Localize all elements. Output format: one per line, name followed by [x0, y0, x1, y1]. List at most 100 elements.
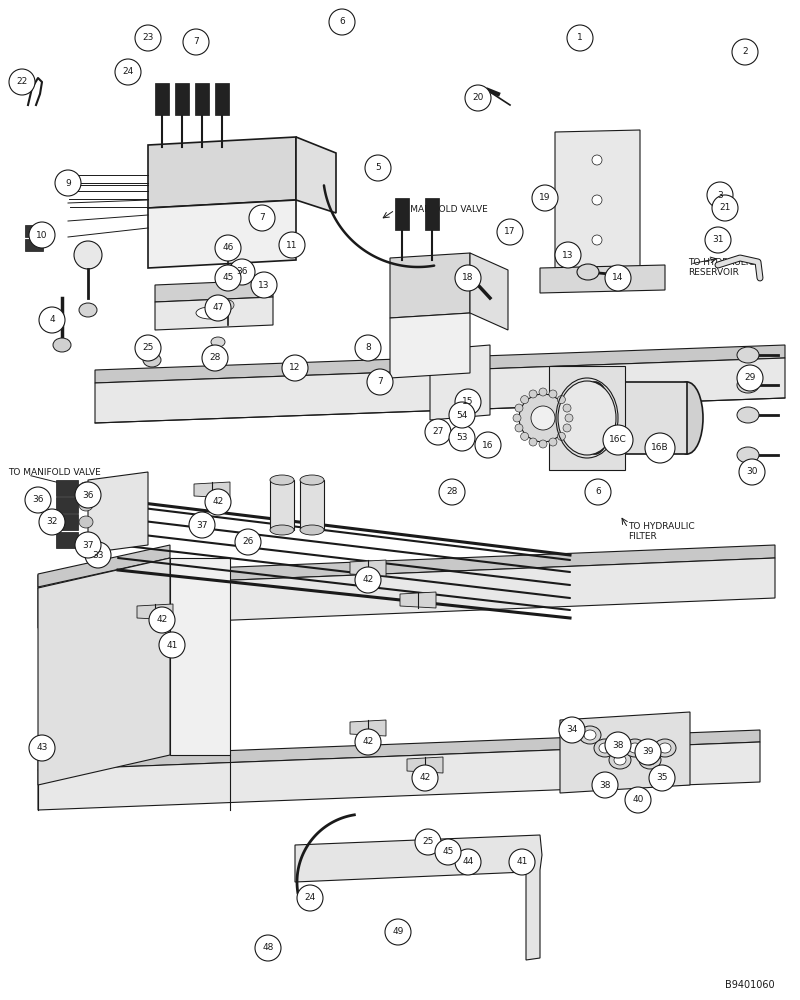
Circle shape — [355, 335, 381, 361]
Text: 15: 15 — [462, 397, 474, 406]
Circle shape — [559, 717, 585, 743]
Text: 49: 49 — [392, 928, 404, 936]
Text: 31: 31 — [712, 235, 724, 244]
Text: 9: 9 — [65, 178, 71, 188]
Circle shape — [39, 509, 65, 535]
Text: 35: 35 — [656, 774, 668, 782]
Polygon shape — [390, 253, 470, 318]
Ellipse shape — [644, 755, 656, 765]
Polygon shape — [540, 265, 665, 293]
Text: 25: 25 — [422, 838, 434, 846]
Ellipse shape — [53, 338, 71, 352]
Text: 48: 48 — [262, 944, 274, 952]
Circle shape — [521, 432, 529, 440]
Circle shape — [355, 729, 381, 755]
Circle shape — [732, 39, 758, 65]
Text: 38: 38 — [612, 740, 624, 750]
Circle shape — [603, 425, 633, 455]
Circle shape — [649, 765, 675, 791]
Circle shape — [449, 425, 475, 451]
Circle shape — [558, 432, 566, 440]
Polygon shape — [430, 345, 490, 420]
Ellipse shape — [659, 743, 671, 753]
Ellipse shape — [79, 482, 93, 494]
Ellipse shape — [222, 265, 234, 275]
Text: 12: 12 — [290, 363, 301, 372]
Text: 21: 21 — [719, 204, 730, 213]
Circle shape — [585, 479, 611, 505]
Circle shape — [558, 396, 566, 404]
Text: 37: 37 — [82, 540, 94, 550]
Circle shape — [39, 307, 65, 333]
Text: 7: 7 — [259, 214, 265, 223]
Circle shape — [115, 59, 141, 85]
Text: 33: 33 — [92, 550, 104, 560]
Bar — [56, 497, 78, 513]
Circle shape — [465, 85, 491, 111]
Circle shape — [355, 567, 381, 593]
Text: 28: 28 — [210, 354, 221, 362]
Circle shape — [513, 414, 521, 422]
Ellipse shape — [737, 347, 759, 363]
Bar — [300, 480, 324, 530]
Text: 10: 10 — [36, 231, 48, 239]
Text: 16C: 16C — [609, 436, 627, 444]
Ellipse shape — [584, 730, 596, 740]
Circle shape — [529, 390, 537, 398]
Circle shape — [25, 487, 51, 513]
Circle shape — [705, 227, 731, 253]
Polygon shape — [407, 757, 443, 773]
Text: TO MANIFOLD VALVE: TO MANIFOLD VALVE — [395, 205, 488, 214]
Text: TO MANIFOLD VALVE: TO MANIFOLD VALVE — [8, 468, 101, 477]
Circle shape — [529, 438, 537, 446]
Ellipse shape — [639, 751, 661, 769]
Polygon shape — [350, 720, 386, 736]
Circle shape — [235, 529, 261, 555]
Polygon shape — [400, 592, 436, 608]
Circle shape — [563, 424, 571, 432]
Circle shape — [205, 295, 231, 321]
Text: 34: 34 — [566, 726, 578, 734]
Circle shape — [712, 195, 738, 221]
Polygon shape — [549, 366, 625, 470]
Ellipse shape — [79, 534, 93, 546]
Polygon shape — [38, 545, 775, 588]
Circle shape — [75, 482, 101, 508]
Circle shape — [385, 919, 411, 945]
Circle shape — [149, 607, 175, 633]
Text: 14: 14 — [612, 273, 624, 282]
Ellipse shape — [143, 353, 161, 367]
Text: 39: 39 — [642, 748, 654, 756]
Circle shape — [532, 185, 558, 211]
Text: 2: 2 — [742, 47, 748, 56]
Text: 26: 26 — [242, 538, 254, 546]
Polygon shape — [390, 313, 470, 378]
Circle shape — [605, 732, 631, 758]
Text: 24: 24 — [304, 894, 316, 902]
Ellipse shape — [599, 743, 611, 753]
Ellipse shape — [592, 195, 602, 205]
Ellipse shape — [270, 475, 294, 485]
Circle shape — [737, 365, 763, 391]
Bar — [25, 239, 43, 251]
Bar — [395, 198, 409, 230]
Ellipse shape — [270, 525, 294, 535]
Circle shape — [55, 170, 81, 196]
Circle shape — [449, 402, 475, 428]
Circle shape — [605, 265, 631, 291]
Circle shape — [74, 241, 102, 269]
Text: 29: 29 — [744, 373, 756, 382]
Text: TO HYDRAULIC
FILTER: TO HYDRAULIC FILTER — [628, 522, 694, 541]
Ellipse shape — [211, 337, 225, 347]
Text: 16: 16 — [482, 440, 494, 450]
Text: 27: 27 — [432, 428, 444, 436]
Polygon shape — [155, 280, 273, 302]
Ellipse shape — [629, 743, 641, 753]
Bar — [56, 514, 78, 530]
Text: 42: 42 — [156, 615, 168, 624]
Circle shape — [251, 272, 277, 298]
Bar — [195, 83, 209, 115]
Text: 46: 46 — [222, 243, 234, 252]
Ellipse shape — [196, 307, 224, 319]
Ellipse shape — [737, 407, 759, 423]
